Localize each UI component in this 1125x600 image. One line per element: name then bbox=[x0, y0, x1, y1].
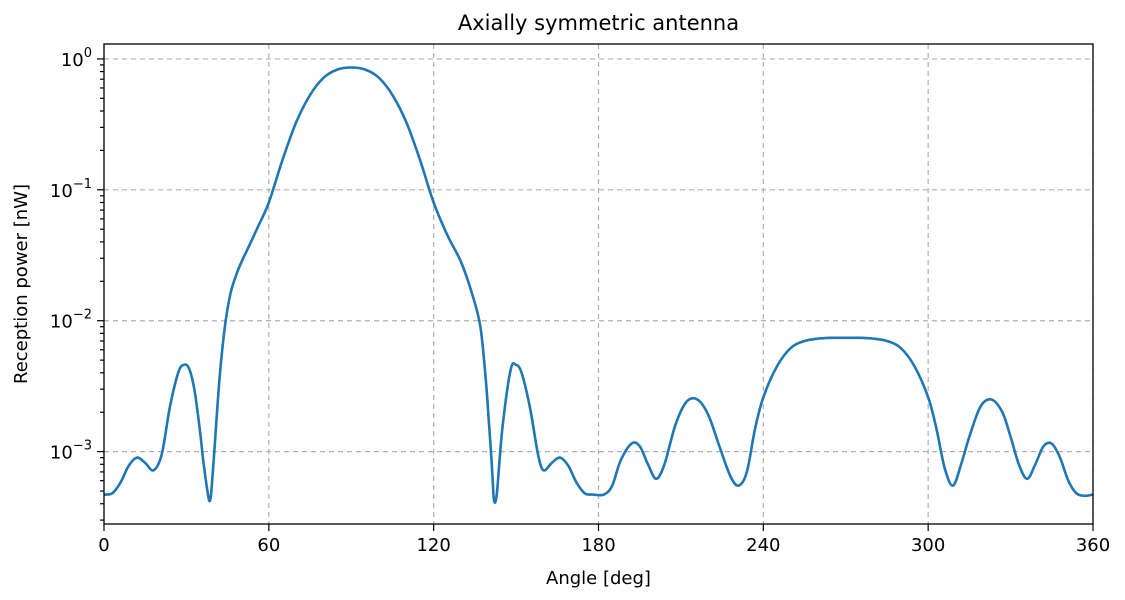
grid-lines bbox=[103, 44, 1094, 524]
y-tick-label-base: 10 bbox=[61, 50, 84, 71]
x-tick-label: 0 bbox=[98, 535, 109, 556]
x-tick-label: 180 bbox=[581, 535, 615, 556]
x-tick-label: 360 bbox=[1076, 535, 1110, 556]
y-tick-label-exponent: 0 bbox=[84, 46, 92, 61]
x-tick-label: 300 bbox=[911, 535, 945, 556]
y-axis-label: Reception power [nW] bbox=[11, 184, 32, 384]
y-tick-label-exponent: −1 bbox=[73, 177, 92, 192]
y-tick-label: 100 bbox=[61, 46, 92, 71]
y-tick-label-base: 10 bbox=[50, 312, 73, 333]
y-tick-label-base: 10 bbox=[50, 181, 73, 202]
y-tick-label: 10−2 bbox=[50, 308, 92, 333]
y-tick-label-exponent: −2 bbox=[73, 308, 92, 323]
y-tick-label: 10−3 bbox=[50, 439, 92, 464]
y-tick-label-base: 10 bbox=[50, 443, 73, 464]
chart-title: Axially symmetric antenna bbox=[458, 11, 739, 35]
y-tick-label: 10−1 bbox=[50, 177, 92, 202]
x-axis: 0 60 120 180 240 300 360 bbox=[98, 524, 1110, 556]
y-tick-label-exponent: −3 bbox=[73, 439, 92, 454]
x-axis-label: Angle [deg] bbox=[546, 568, 651, 589]
plot-lines bbox=[103, 66, 1094, 504]
x-tick-label: 60 bbox=[257, 535, 280, 556]
series-line-0 bbox=[103, 66, 1094, 504]
x-tick-label: 240 bbox=[746, 535, 780, 556]
x-tick-label: 120 bbox=[416, 535, 450, 556]
